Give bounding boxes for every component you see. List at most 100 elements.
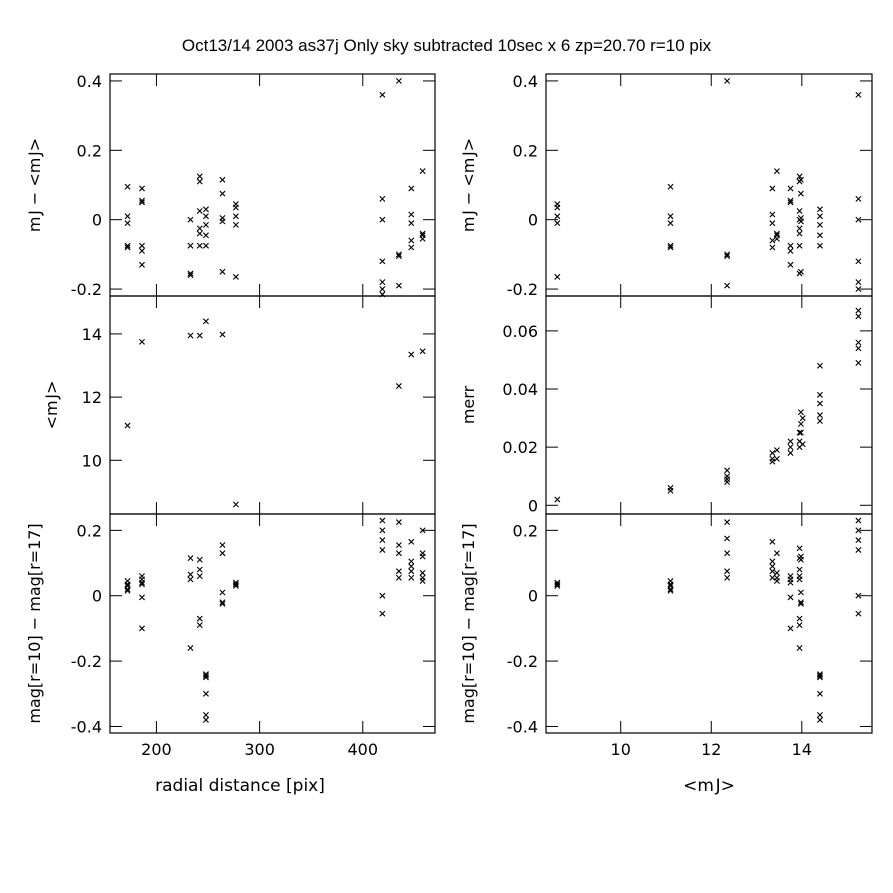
- y-tick-label: 0: [528, 211, 538, 230]
- y-tick-label: 0.04: [502, 380, 538, 399]
- x-axis-label: <m J>: [683, 776, 735, 796]
- y-tick-label: 0.2: [77, 521, 102, 540]
- data-point: [797, 409, 804, 416]
- data-point: [816, 412, 823, 419]
- y-tick-label: 12: [82, 388, 102, 407]
- data-point: [187, 332, 194, 339]
- data-point: [202, 672, 209, 679]
- data-point: [773, 569, 780, 576]
- data-point: [187, 645, 194, 652]
- data-point: [787, 242, 794, 249]
- data-point: [816, 716, 823, 723]
- x-tick-label: 200: [141, 740, 172, 759]
- data-point: [787, 185, 794, 192]
- data-point: [187, 576, 194, 583]
- data-point: [196, 230, 203, 237]
- panel-left_bottom: -0.4 -0.2 0 0.2 200 300 400 mag[r=10] − mag[r=1…: [25, 513, 436, 796]
- data-point: [769, 237, 776, 244]
- data-point: [796, 429, 803, 436]
- data-point: [196, 615, 203, 622]
- data-point: [379, 527, 386, 534]
- data-point: [797, 589, 804, 596]
- data-point: [724, 519, 731, 526]
- data-point: [797, 420, 804, 427]
- y-tick-label: 10: [82, 451, 102, 470]
- data-point: [816, 391, 823, 398]
- data-point: [724, 253, 731, 260]
- data-point: [667, 587, 674, 594]
- data-point: [138, 581, 145, 588]
- data-point: [124, 183, 131, 190]
- y-axis-label: m J − <m J>: [25, 138, 44, 232]
- data-point: [787, 197, 794, 204]
- data-point: [667, 220, 674, 227]
- data-point: [769, 220, 776, 227]
- data-point: [796, 225, 803, 232]
- data-point: [773, 230, 780, 237]
- data-point: [196, 622, 203, 629]
- data-point: [769, 538, 776, 545]
- data-point: [796, 566, 803, 573]
- data-point: [202, 242, 209, 249]
- data-point: [202, 318, 209, 325]
- y-tick-label: 0.4: [513, 72, 538, 91]
- chart-title: Oct13/14 2003 as37j Only sky subtracted …: [181, 36, 712, 55]
- data-point: [138, 185, 145, 192]
- data-point: [408, 351, 415, 358]
- data-point: [855, 195, 862, 202]
- data-point: [796, 230, 803, 237]
- data-point: [724, 550, 731, 557]
- data-point: [724, 473, 731, 480]
- data-point: [196, 225, 203, 232]
- panel-right_middle: 0 0.02 0.04 0.06 merr: [459, 295, 873, 515]
- data-point: [408, 538, 415, 545]
- data-point: [219, 190, 226, 197]
- data-point: [419, 527, 426, 534]
- data-point: [408, 211, 415, 218]
- data-point: [796, 216, 803, 223]
- data-point: [554, 204, 561, 211]
- data-point: [799, 441, 806, 448]
- data-point: [816, 712, 823, 719]
- data-point: [419, 569, 426, 576]
- data-point: [138, 197, 145, 204]
- data-point: [816, 417, 823, 424]
- data-point: [379, 537, 386, 544]
- data-point: [796, 615, 803, 622]
- plot-frame: [109, 513, 436, 734]
- data-point: [138, 242, 145, 249]
- data-point: [773, 578, 780, 584]
- x-tick-label: 300: [244, 740, 275, 759]
- x-tick-label: 12: [701, 740, 721, 759]
- data-point: [855, 258, 862, 265]
- data-point: [395, 251, 402, 258]
- plot-frame: [109, 295, 436, 515]
- data-point: [855, 286, 862, 293]
- plot-frame: [545, 513, 873, 734]
- data-point: [124, 587, 131, 594]
- y-tick-label: -0.4: [507, 717, 538, 736]
- x-tick-label: 14: [792, 740, 812, 759]
- data-point: [816, 206, 823, 213]
- panel-left_top: -0.2 0 0.2 0.4 m J − <m J>: [25, 72, 436, 299]
- data-point: [419, 578, 426, 584]
- data-point: [769, 449, 776, 456]
- data-point: [667, 586, 674, 593]
- data-point: [773, 168, 780, 175]
- data-point: [124, 242, 131, 249]
- data-point: [187, 571, 194, 578]
- data-point: [395, 519, 402, 526]
- data-point: [187, 216, 194, 223]
- data-point: [787, 247, 794, 254]
- data-point: [219, 600, 226, 607]
- data-point: [787, 449, 794, 456]
- data-point: [408, 568, 415, 575]
- data-point: [419, 553, 426, 560]
- data-point: [219, 542, 226, 549]
- y-tick-label: 0.4: [77, 72, 102, 91]
- data-point: [232, 501, 239, 508]
- data-point: [797, 556, 804, 563]
- data-point: [667, 484, 674, 491]
- data-point: [219, 599, 226, 606]
- data-point: [855, 537, 862, 544]
